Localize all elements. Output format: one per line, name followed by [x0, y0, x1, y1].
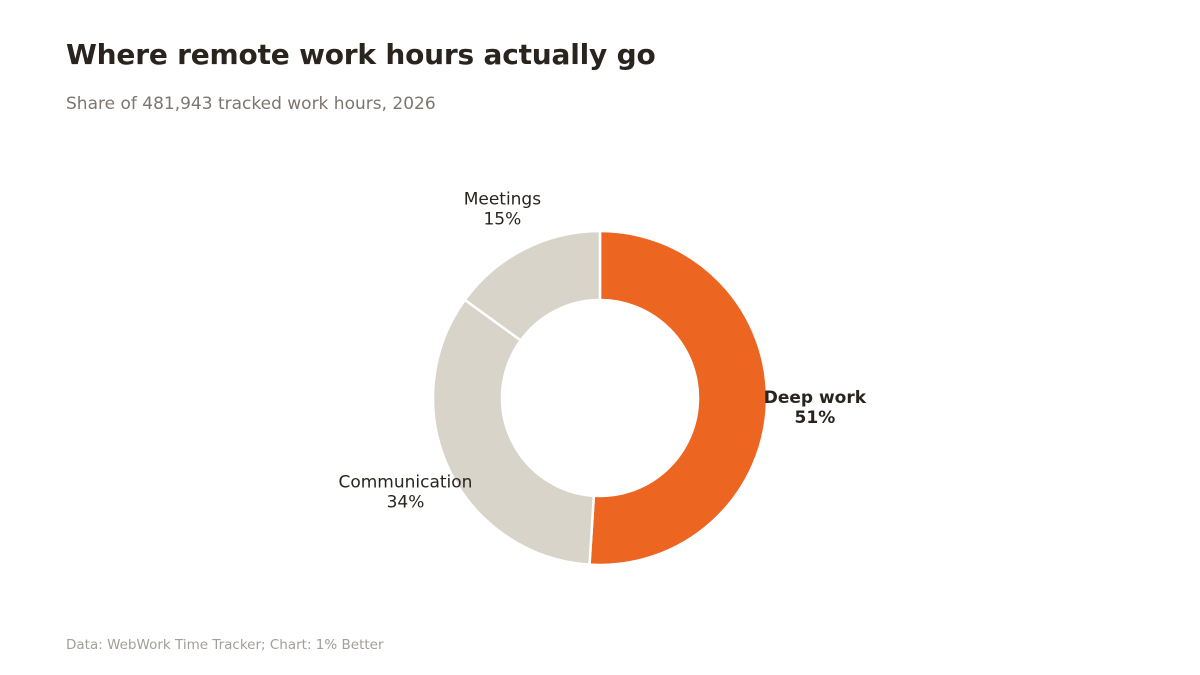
slice-category-label: Communication [338, 473, 472, 493]
slice-communication [431, 298, 596, 566]
slice-meetings [463, 229, 602, 342]
slice-value-label: 15% [483, 209, 521, 229]
slice-value-label: 51% [795, 408, 836, 428]
chart-subtitle: Share of 481,943 tracked work hours, 202… [66, 94, 436, 114]
chart-source: Data: WebWork Time Tracker; Chart: 1% Be… [66, 637, 384, 653]
slice-value-label: 34% [387, 493, 425, 513]
slice-deep-work [588, 229, 769, 567]
chart-title: Where remote work hours actually go [66, 38, 656, 71]
slice-category-label: Deep work [764, 388, 867, 408]
slice-category-label: Meetings [464, 189, 542, 209]
